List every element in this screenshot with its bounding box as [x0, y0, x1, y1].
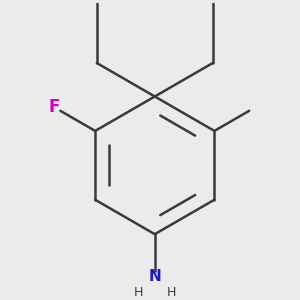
- Text: N: N: [148, 269, 161, 284]
- Text: F: F: [48, 98, 59, 116]
- Text: H: H: [167, 286, 176, 298]
- Text: H: H: [134, 286, 143, 298]
